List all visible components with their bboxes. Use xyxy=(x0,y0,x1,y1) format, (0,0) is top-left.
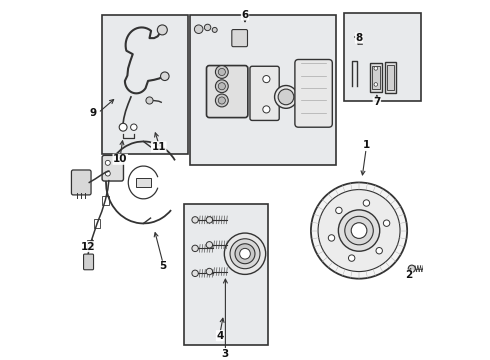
Bar xyxy=(370,63,382,91)
Bar xyxy=(102,195,108,205)
Circle shape xyxy=(216,94,228,107)
Circle shape xyxy=(105,171,110,176)
Circle shape xyxy=(274,86,297,108)
Text: 3: 3 xyxy=(222,348,229,359)
Circle shape xyxy=(161,72,169,81)
Circle shape xyxy=(240,248,250,259)
Circle shape xyxy=(224,233,266,274)
Circle shape xyxy=(157,25,167,35)
Circle shape xyxy=(206,242,213,248)
Circle shape xyxy=(263,76,270,83)
Circle shape xyxy=(212,27,217,32)
Circle shape xyxy=(192,270,198,276)
Text: 11: 11 xyxy=(151,142,166,152)
Circle shape xyxy=(195,25,203,33)
Bar xyxy=(344,13,421,101)
Bar xyxy=(387,65,394,90)
Bar xyxy=(87,240,93,249)
Circle shape xyxy=(336,207,342,213)
Circle shape xyxy=(318,190,400,271)
FancyBboxPatch shape xyxy=(206,66,248,118)
Circle shape xyxy=(146,97,153,104)
Circle shape xyxy=(119,123,127,131)
Circle shape xyxy=(408,265,416,272)
Bar xyxy=(136,178,150,187)
Text: 6: 6 xyxy=(242,10,248,20)
Circle shape xyxy=(192,217,198,223)
FancyBboxPatch shape xyxy=(250,66,279,121)
Circle shape xyxy=(328,235,335,241)
Circle shape xyxy=(216,66,228,78)
Circle shape xyxy=(348,255,355,261)
Bar xyxy=(385,62,396,93)
Circle shape xyxy=(383,220,390,226)
Circle shape xyxy=(278,89,294,105)
FancyBboxPatch shape xyxy=(72,170,91,195)
Text: 2: 2 xyxy=(405,270,413,280)
FancyBboxPatch shape xyxy=(295,59,332,127)
Circle shape xyxy=(192,245,198,252)
Text: 5: 5 xyxy=(159,261,167,271)
Circle shape xyxy=(206,217,213,223)
Bar xyxy=(102,15,188,154)
Text: 12: 12 xyxy=(81,242,96,252)
Circle shape xyxy=(345,216,373,245)
Bar xyxy=(94,219,100,228)
FancyBboxPatch shape xyxy=(84,254,94,270)
Circle shape xyxy=(218,97,225,104)
FancyBboxPatch shape xyxy=(102,156,123,181)
Bar xyxy=(190,15,336,165)
Circle shape xyxy=(216,80,228,93)
Circle shape xyxy=(263,106,270,113)
Circle shape xyxy=(105,160,110,165)
Circle shape xyxy=(363,200,369,206)
Circle shape xyxy=(204,24,211,31)
Circle shape xyxy=(374,67,378,70)
Circle shape xyxy=(206,268,213,275)
Circle shape xyxy=(351,223,367,238)
Text: 10: 10 xyxy=(113,154,127,164)
Text: 9: 9 xyxy=(90,108,97,118)
Circle shape xyxy=(376,248,382,254)
Circle shape xyxy=(339,210,380,251)
Text: 1: 1 xyxy=(363,140,370,150)
Circle shape xyxy=(230,239,260,269)
Circle shape xyxy=(235,244,255,264)
Text: 4: 4 xyxy=(217,331,224,341)
Bar xyxy=(184,204,268,345)
Text: 7: 7 xyxy=(373,97,381,107)
Circle shape xyxy=(218,68,225,76)
Text: 8: 8 xyxy=(355,33,363,43)
Circle shape xyxy=(218,83,225,90)
Bar xyxy=(372,66,380,89)
Circle shape xyxy=(131,124,137,130)
Circle shape xyxy=(311,183,407,279)
Circle shape xyxy=(374,83,378,86)
FancyBboxPatch shape xyxy=(232,30,247,47)
